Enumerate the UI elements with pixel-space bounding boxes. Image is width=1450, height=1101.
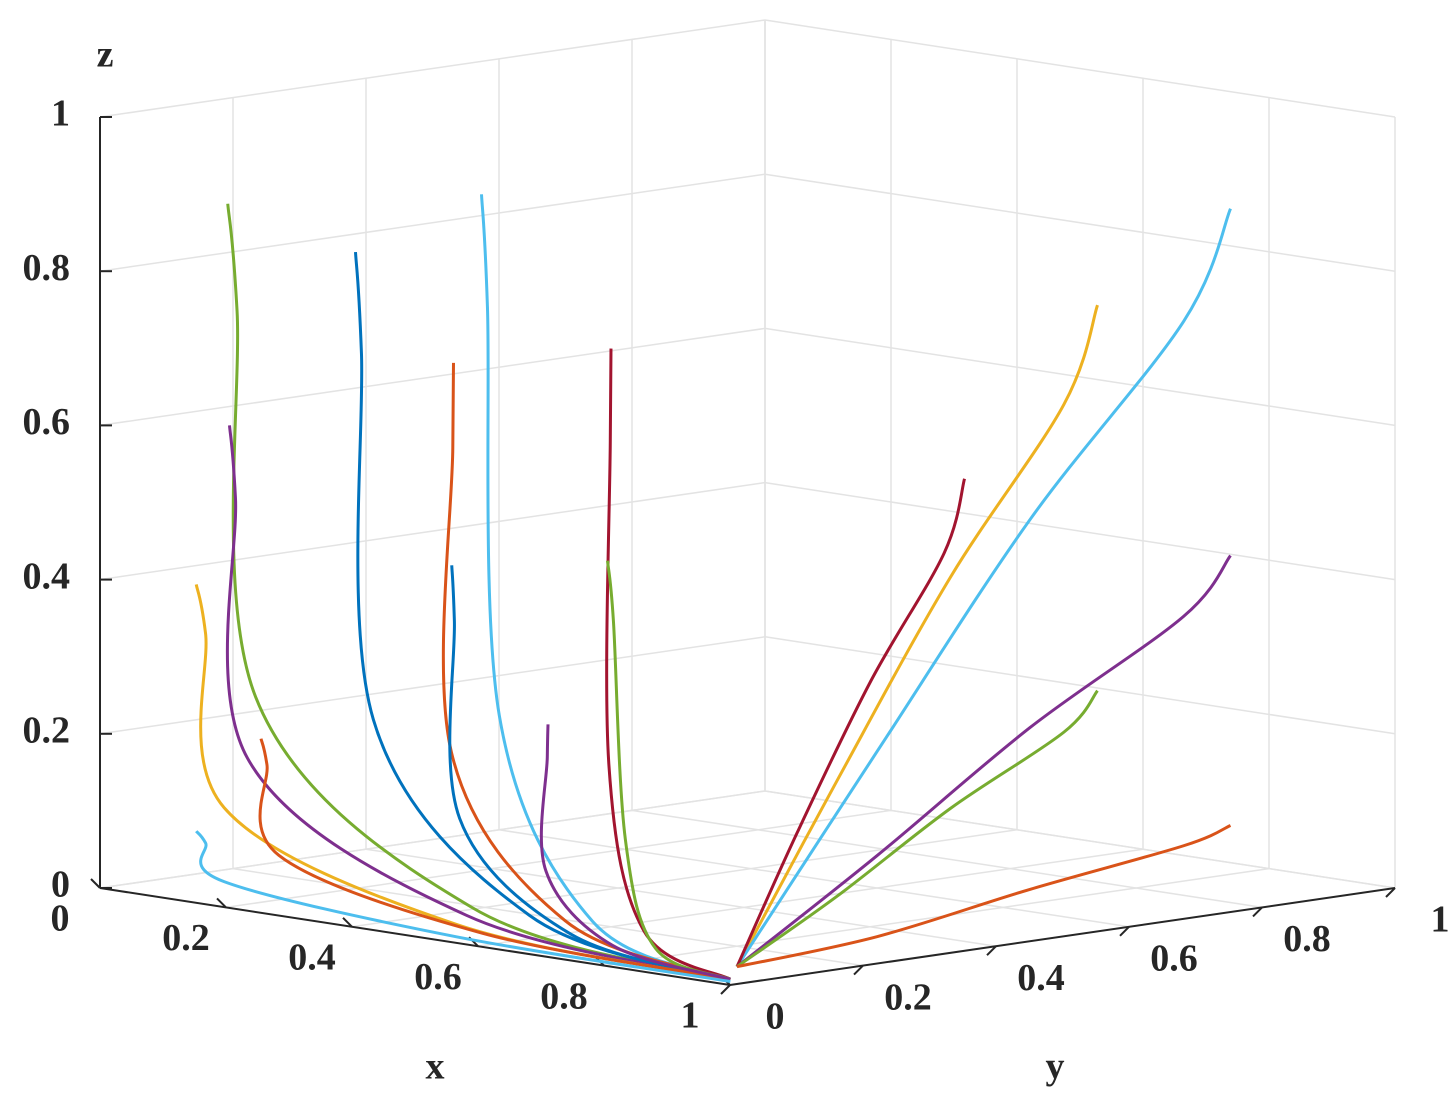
y-tick-label: 0.6 bbox=[1150, 938, 1198, 980]
grid-line bbox=[764, 790, 1396, 889]
y-axis-label: y bbox=[1046, 1046, 1065, 1088]
y-tick bbox=[1252, 906, 1263, 918]
z-tick-label: 0.4 bbox=[23, 555, 71, 597]
x-axis-label: x bbox=[426, 1046, 445, 1088]
grid-line bbox=[365, 848, 997, 947]
trajectory bbox=[480, 194, 731, 981]
y-tick bbox=[986, 945, 997, 956]
grid-line bbox=[99, 173, 766, 272]
grid-line bbox=[764, 327, 1396, 427]
y-tick bbox=[853, 964, 864, 976]
z-axis-label: z bbox=[97, 34, 114, 76]
grid-line bbox=[764, 173, 1396, 272]
trajectory bbox=[258, 738, 731, 981]
y-tick bbox=[720, 984, 731, 995]
trajectory bbox=[225, 425, 731, 981]
z-tick-label: 0.8 bbox=[23, 247, 71, 289]
z-tick-label: 1 bbox=[51, 93, 70, 135]
x-tick-label: 0.4 bbox=[288, 937, 336, 979]
trajectory bbox=[735, 304, 1099, 968]
trajectory bbox=[195, 830, 731, 983]
grid-line bbox=[99, 327, 766, 427]
x-tick-label: 1 bbox=[681, 995, 700, 1037]
y-tick-label: 0.8 bbox=[1283, 918, 1331, 960]
trajectory bbox=[441, 362, 731, 981]
grid-line bbox=[631, 809, 1263, 909]
y-axis bbox=[729, 887, 1396, 986]
grid-line bbox=[99, 19, 766, 118]
trajectory bbox=[354, 251, 731, 981]
x-tick bbox=[342, 917, 353, 928]
grid-line bbox=[603, 867, 1270, 967]
grid-line bbox=[498, 829, 1130, 928]
x-tick-label: 0 bbox=[51, 898, 70, 940]
trajectory bbox=[735, 208, 1232, 968]
trajectory bbox=[605, 348, 732, 981]
trajectory bbox=[448, 565, 731, 981]
trajectory bbox=[539, 724, 731, 981]
x-tick bbox=[90, 878, 101, 889]
trajectory bbox=[226, 203, 731, 981]
y-tick bbox=[1385, 887, 1396, 898]
y-tick-label: 0.4 bbox=[1017, 957, 1065, 999]
grid-line bbox=[99, 790, 766, 889]
x-tick-label: 0.6 bbox=[414, 956, 462, 998]
z-tick-label: 0.6 bbox=[23, 401, 71, 443]
trajectory bbox=[736, 824, 1232, 969]
z-tick-label: 0.2 bbox=[23, 710, 71, 752]
grid-line bbox=[764, 481, 1396, 581]
grid-line bbox=[764, 636, 1396, 735]
trajectory bbox=[194, 584, 731, 981]
grid-line bbox=[99, 481, 766, 581]
x-tick-label: 0.2 bbox=[162, 917, 210, 959]
x-tick-label: 0.8 bbox=[540, 975, 588, 1017]
y-tick-label: 0 bbox=[766, 996, 785, 1038]
z-tick-label: 0 bbox=[51, 864, 70, 906]
trajectory bbox=[736, 689, 1099, 968]
grid-line bbox=[99, 636, 766, 735]
trajectory bbox=[736, 554, 1232, 968]
y-tick bbox=[1119, 926, 1130, 937]
grid-line bbox=[351, 829, 1018, 928]
y-tick-label: 0.2 bbox=[884, 976, 932, 1018]
y-tick-label: 1 bbox=[1431, 899, 1450, 941]
x-tick bbox=[216, 897, 227, 909]
trajectory bbox=[735, 478, 966, 968]
grid-line bbox=[225, 809, 892, 909]
grid-line bbox=[477, 848, 1144, 947]
trajectory bbox=[606, 560, 731, 981]
grid-line bbox=[764, 19, 1396, 118]
x-axis bbox=[99, 887, 731, 986]
